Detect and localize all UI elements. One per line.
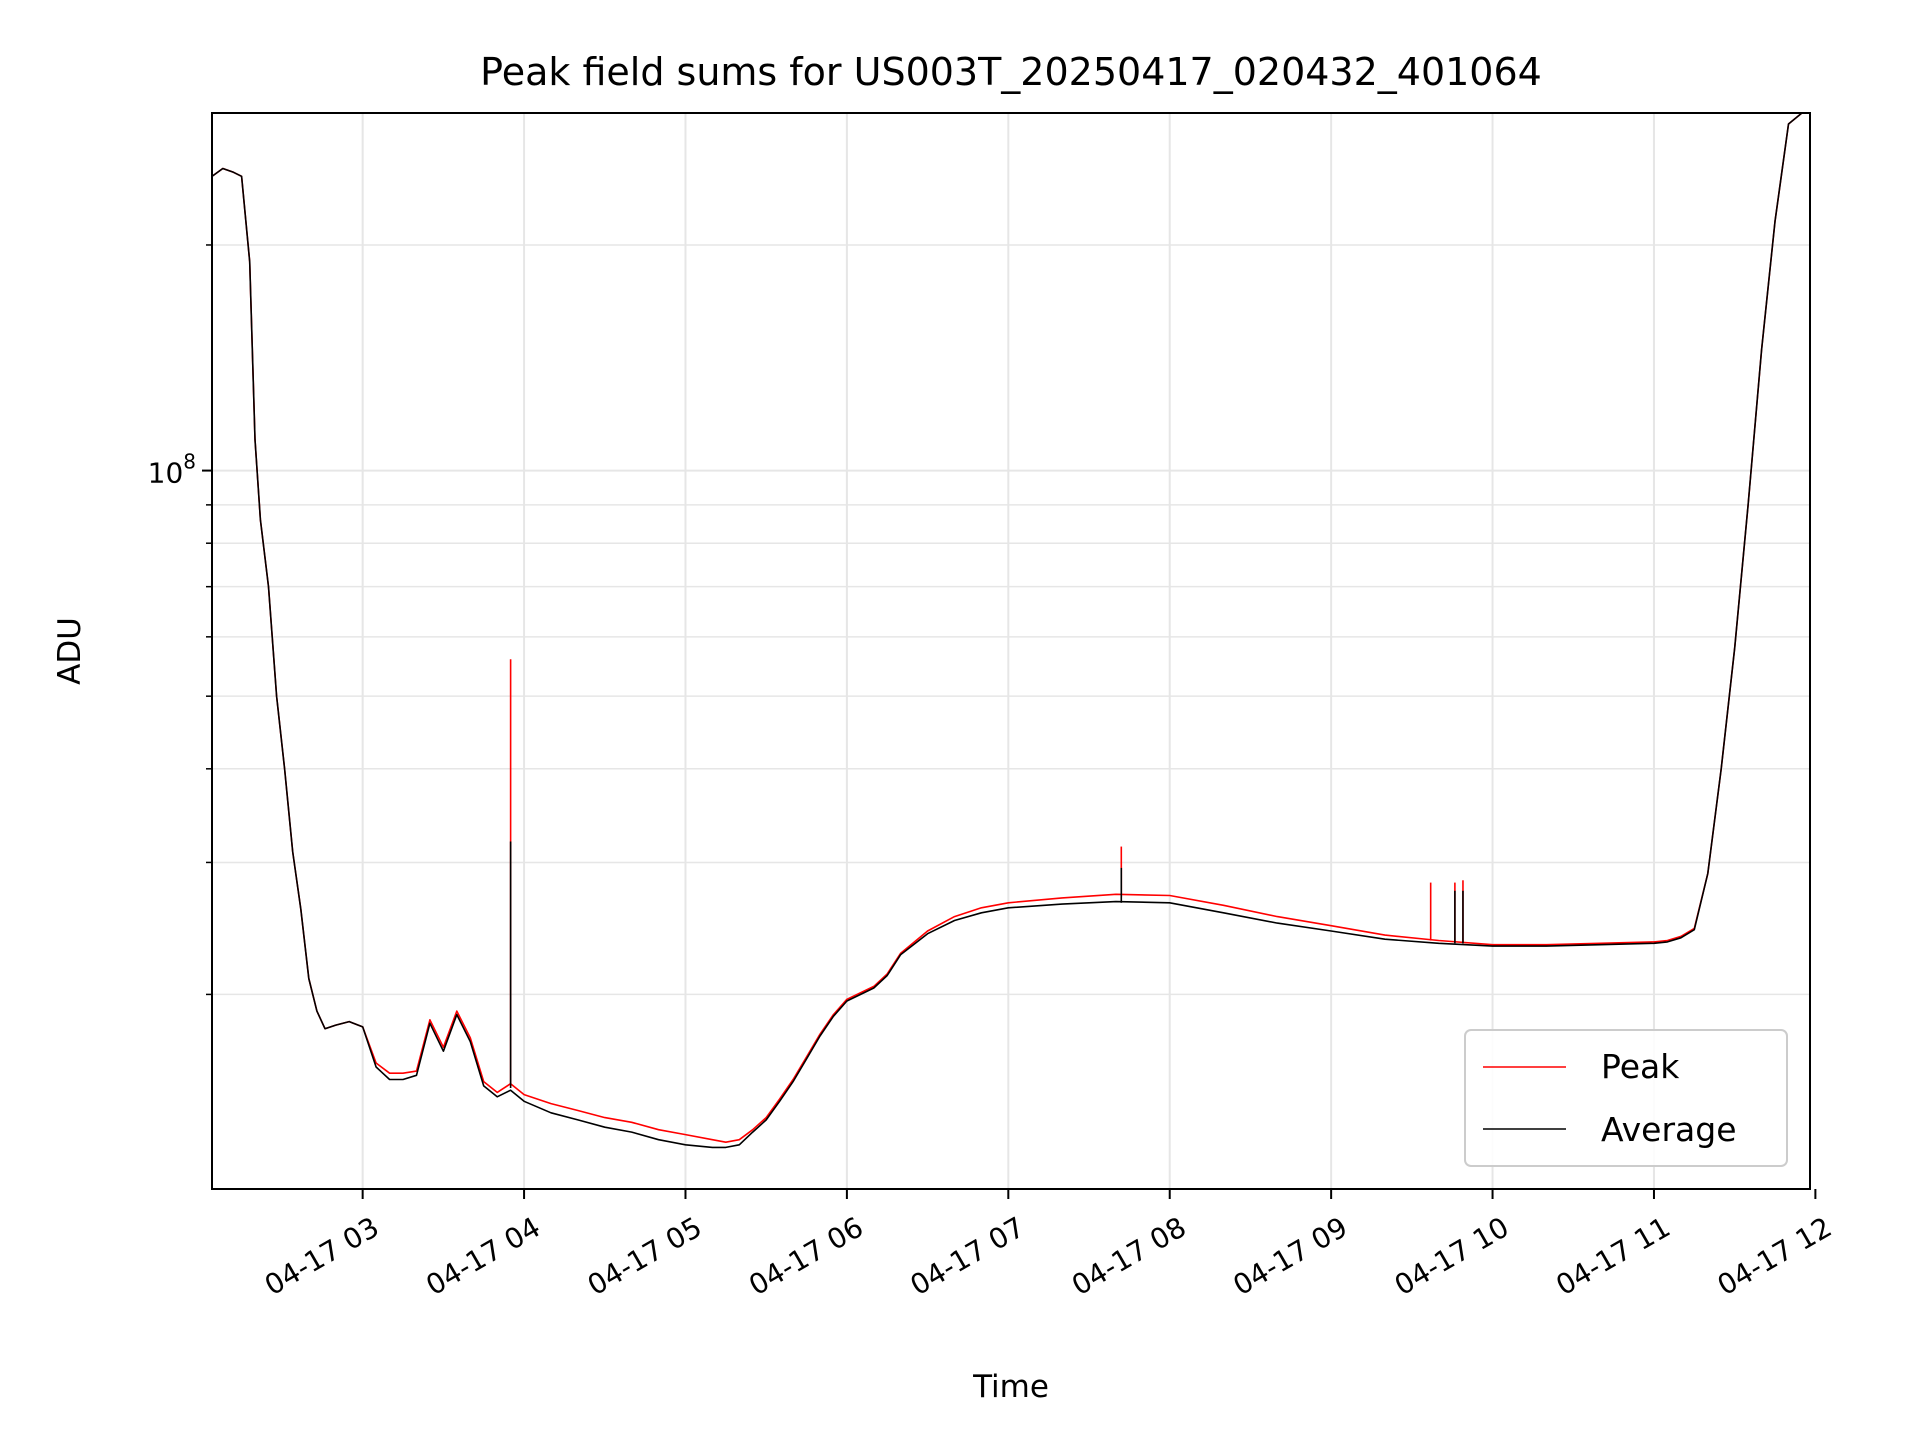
legend-label-peak: Peak bbox=[1601, 1047, 1680, 1086]
axes-frame bbox=[211, 112, 1811, 1190]
y-tick-label: 108 bbox=[148, 450, 196, 490]
legend-box bbox=[1464, 1029, 1788, 1167]
y-tick-label-exponent: 8 bbox=[183, 450, 196, 474]
grid bbox=[212, 113, 1810, 1189]
legend-label-average: Average bbox=[1601, 1110, 1737, 1149]
plot-background bbox=[212, 113, 1810, 1189]
legend: Peak Average bbox=[1464, 1029, 1788, 1167]
series-line-average bbox=[212, 113, 1810, 1149]
y-tick-label-base: 10 bbox=[148, 457, 184, 490]
x-axis-title: Time bbox=[972, 1369, 1049, 1405]
series-layer bbox=[212, 113, 1810, 1149]
y-axis-title: ADU bbox=[52, 617, 88, 685]
chart-title: Peak field sums for US003T_20250417_0204… bbox=[480, 50, 1542, 94]
